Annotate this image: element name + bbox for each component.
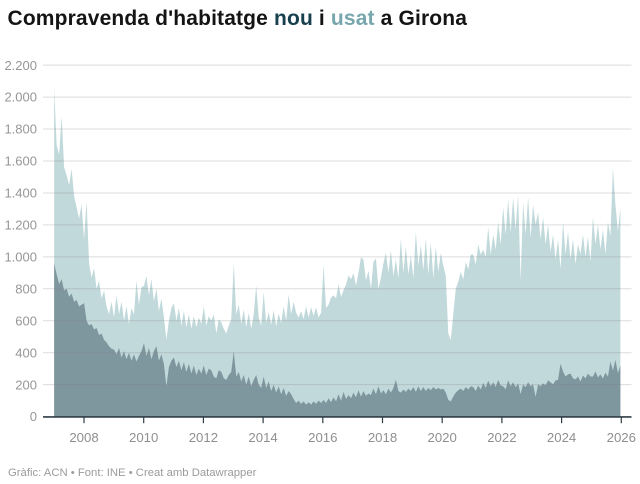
svg-text:2020: 2020 bbox=[428, 430, 457, 445]
svg-text:1.400: 1.400 bbox=[4, 186, 37, 201]
svg-text:600: 600 bbox=[15, 313, 37, 328]
svg-text:1.200: 1.200 bbox=[4, 218, 37, 233]
svg-text:1.000: 1.000 bbox=[4, 249, 37, 264]
svg-text:1.800: 1.800 bbox=[4, 122, 37, 137]
svg-text:800: 800 bbox=[15, 281, 37, 296]
svg-text:200: 200 bbox=[15, 377, 37, 392]
svg-text:2008: 2008 bbox=[69, 430, 98, 445]
svg-text:1.600: 1.600 bbox=[4, 154, 37, 169]
svg-text:0: 0 bbox=[30, 409, 37, 424]
svg-text:2016: 2016 bbox=[308, 430, 337, 445]
svg-text:2.200: 2.200 bbox=[4, 58, 37, 73]
svg-text:2.000: 2.000 bbox=[4, 90, 37, 105]
svg-text:2024: 2024 bbox=[547, 430, 576, 445]
svg-text:2014: 2014 bbox=[248, 430, 277, 445]
svg-text:400: 400 bbox=[15, 345, 37, 360]
svg-text:2018: 2018 bbox=[368, 430, 397, 445]
svg-text:2010: 2010 bbox=[129, 430, 158, 445]
svg-text:2012: 2012 bbox=[189, 430, 218, 445]
svg-text:2026: 2026 bbox=[607, 430, 636, 445]
svg-text:2022: 2022 bbox=[487, 430, 516, 445]
